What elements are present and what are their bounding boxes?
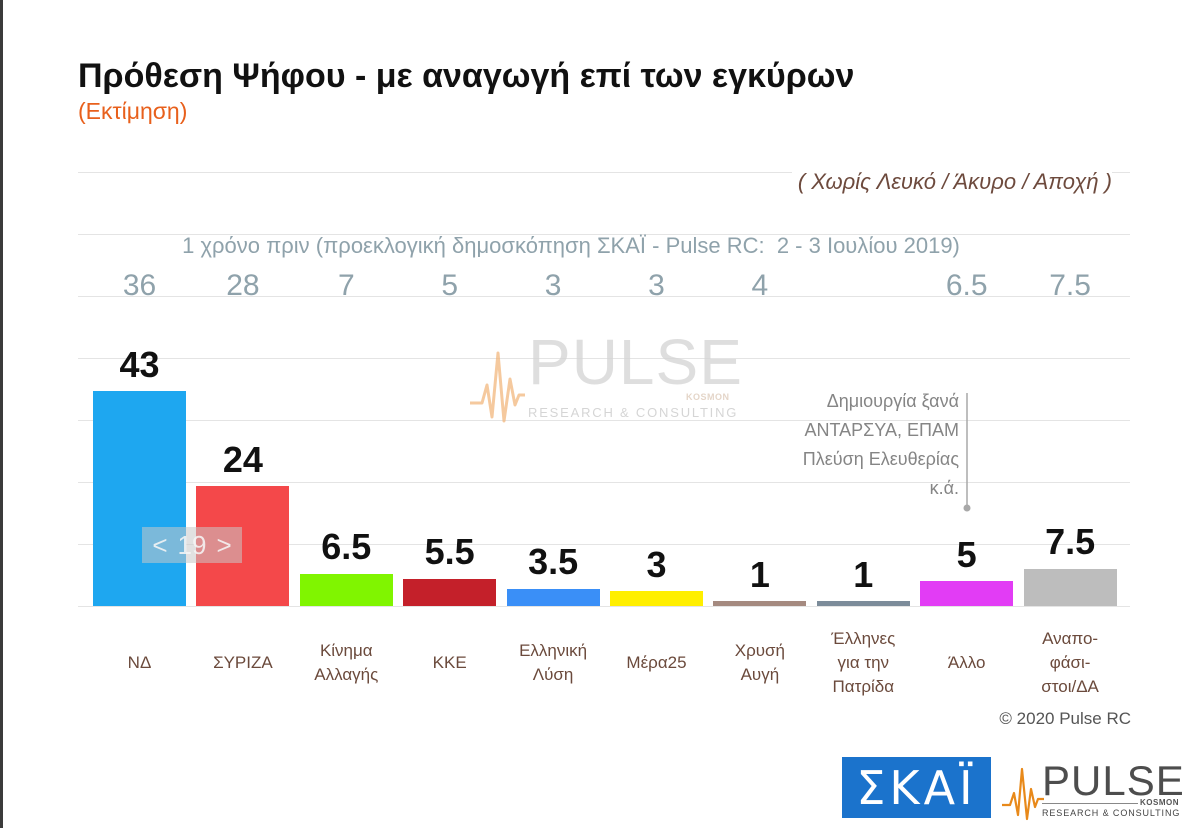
watermark-sub: KOSMON <box>686 392 730 402</box>
pulse-watermark: PULSE KOSMON RESEARCH & CONSULTING <box>466 326 756 436</box>
bar-3 <box>299 573 393 606</box>
pulse-logo-rule <box>1042 803 1138 804</box>
previous-value-label: 5 <box>441 269 459 302</box>
annotation-line: ΑΝΤΑΡΣΥΑ, ΕΠΑΜ <box>804 420 960 440</box>
chart-note: ( Χωρίς Λευκό / Άκυρο / Αποχή ) <box>791 171 1112 193</box>
category-label: ΝΔ <box>127 653 152 672</box>
watermark-tagline: RESEARCH & CONSULTING <box>528 405 739 420</box>
gridline <box>78 544 1130 545</box>
previous-value-label: 3 <box>648 269 665 302</box>
category-label: Χρυσή Αυγή <box>734 641 786 684</box>
bar-value-label: 3.5 <box>528 541 579 583</box>
annotation-note: Δημιουργία ξανά ΑΝΤΑΡΣΥΑ, ΕΠΑΜ Πλεύση Ελ… <box>803 387 959 503</box>
previous-value-label: 7.5 <box>1049 269 1091 302</box>
previous-value-label: 6.5 <box>945 269 988 302</box>
annotation-line: Πλεύση Ελευθερίας <box>802 449 959 469</box>
previous-value-label: 36 <box>122 269 157 302</box>
gridline <box>78 296 1130 297</box>
bar-6 <box>610 591 703 606</box>
slide-number: 19 <box>177 530 207 560</box>
category-label: ΚΚΕ <box>432 653 467 672</box>
bar-4 <box>403 578 497 606</box>
category-label: Αναπο- φάσι- στοι/ΔΑ <box>1041 629 1099 696</box>
bar-value-label: 24 <box>222 438 263 480</box>
gridline <box>78 234 1130 235</box>
bar-value-label: 7.5 <box>1045 521 1096 563</box>
previous-value-label: 7 <box>337 269 355 302</box>
category-label: Έλληνες για την Πατρίδα <box>831 629 896 696</box>
annotation-pointer <box>963 393 971 512</box>
chart-title: Πρόθεση Ψήφου - με αναγωγή επί των εγκύρ… <box>78 57 855 95</box>
gridline <box>78 358 1130 359</box>
category-label: Κίνημα Αλλαγής <box>314 641 379 684</box>
slide-navigator: < 19 > <box>142 527 242 563</box>
annotation-line: κ.ά. <box>929 478 959 498</box>
category-label: Ελληνική Λύση <box>519 641 588 684</box>
bar-9 <box>920 581 1014 606</box>
previous-value-label: 28 <box>226 269 260 302</box>
bar-7 <box>713 601 807 606</box>
annotation-line: Δημιουργία ξανά <box>826 391 959 411</box>
bar-value-label: 6.5 <box>321 526 372 568</box>
bar-value-label: 5 <box>956 533 977 575</box>
gridline <box>78 482 1130 483</box>
previous-value-label: 4 <box>751 269 769 302</box>
bar-value-label: 1 <box>749 553 770 595</box>
category-label: ΣΥΡΙΖΑ <box>213 653 273 672</box>
watermark-brand: PULSE <box>528 326 743 398</box>
pulse-logo: PULSE KOSMON RESEARCH & CONSULTING <box>1000 756 1190 824</box>
bar-8 <box>816 601 910 606</box>
previous-value-label: 3 <box>544 269 562 302</box>
prev-slide-button[interactable]: < <box>152 530 168 560</box>
bar-value-label: 3 <box>646 543 667 585</box>
previous-poll-label: 1 χρόνο πριν (προεκλογική δημοσκόπηση ΣΚ… <box>182 233 960 258</box>
category-label: Μέρα25 <box>626 653 687 672</box>
bar-5 <box>506 588 600 606</box>
bar-1 <box>93 391 186 606</box>
window-edge <box>0 0 3 828</box>
pulse-logo-sub: KOSMON <box>1140 798 1179 807</box>
bar-value-label: 1 <box>853 553 874 595</box>
gridline <box>78 606 1130 607</box>
heartbeat-icon <box>470 351 525 423</box>
copyright: © 2020 Pulse RC <box>999 709 1131 728</box>
bar-value-label: 5.5 <box>424 531 475 573</box>
gridline <box>78 172 1130 173</box>
gridline <box>78 420 1130 421</box>
bar-10 <box>1023 568 1117 606</box>
next-slide-button[interactable]: > <box>216 530 232 560</box>
pulse-logo-brand: PULSE <box>1042 757 1185 804</box>
skai-logo: ΣΚΑΪ <box>842 757 991 818</box>
bar-value-label: 43 <box>119 343 160 385</box>
category-label: Άλλο <box>947 653 986 672</box>
chart-subtitle: (Εκτίμηση) <box>78 98 188 124</box>
heartbeat-icon <box>1002 767 1044 821</box>
pulse-logo-tagline: RESEARCH & CONSULTING <box>1042 808 1181 818</box>
